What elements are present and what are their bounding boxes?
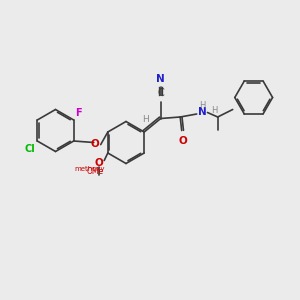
- Text: F: F: [75, 109, 82, 118]
- Text: N: N: [156, 74, 165, 84]
- Text: OMe: OMe: [87, 167, 104, 176]
- Text: O: O: [179, 136, 188, 146]
- Text: H: H: [199, 101, 205, 110]
- Text: C: C: [157, 88, 164, 98]
- Text: O: O: [94, 158, 103, 169]
- Text: O: O: [91, 139, 100, 149]
- Text: H: H: [212, 106, 218, 115]
- Text: Cl: Cl: [24, 144, 35, 154]
- Text: N: N: [198, 106, 206, 117]
- Text: methoxy: methoxy: [74, 166, 104, 172]
- Text: H: H: [142, 116, 149, 124]
